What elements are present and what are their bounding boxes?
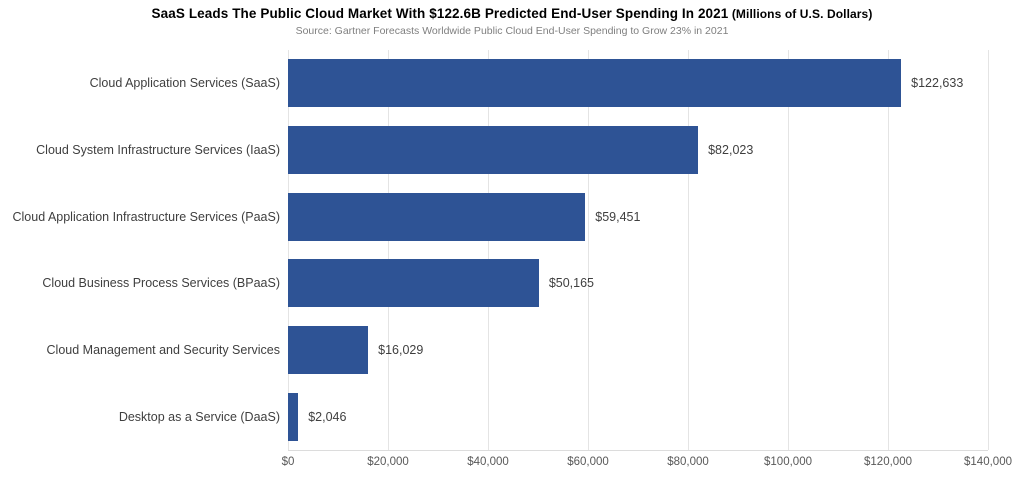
x-tick-label: $20,000	[367, 456, 409, 468]
category-label: Cloud Business Process Services (BPaaS)	[42, 276, 280, 291]
bar-row: Cloud Application Infrastructure Service…	[0, 183, 1024, 250]
category-label: Cloud Management and Security Services	[46, 343, 280, 358]
bar-track: $122,633	[288, 59, 988, 108]
bar	[288, 59, 902, 108]
value-label: $122,633	[911, 76, 964, 91]
category-label: Desktop as a Service (DaaS)	[118, 409, 280, 424]
x-axis: $0 $20,000 $40,000 $60,000 $80,000 $100,000 $1…	[282, 456, 1012, 474]
category-label: Cloud Application Infrastructure Service…	[12, 209, 281, 224]
bar-row: Cloud Application Services (SaaS) $122,63…	[0, 50, 1024, 117]
gridline	[688, 50, 689, 450]
gridline	[988, 50, 989, 450]
bar-rows: Cloud Application Services (SaaS) $122,63…	[0, 50, 1024, 450]
value-label: $59,451	[595, 209, 641, 224]
bar-track: $59,451	[288, 192, 988, 241]
bar	[288, 192, 586, 241]
bar-track: $16,029	[288, 326, 988, 375]
value-label: $16,029	[378, 343, 424, 358]
bar-row: Cloud Management and Security Services $1…	[0, 317, 1024, 384]
gridline	[288, 50, 289, 450]
x-tick-label: $120,000	[864, 456, 912, 468]
x-tick-label: $80,000	[667, 456, 709, 468]
chart-subtitle: Source: Gartner Forecasts Worldwide Publ…	[295, 25, 729, 37]
x-tick-label: $40,000	[467, 456, 509, 468]
category-label: Cloud Application Services (SaaS)	[89, 76, 280, 91]
chart-title-units: (Millions of U.S. Dollars)	[728, 7, 873, 21]
x-tick-label: $60,000	[567, 456, 609, 468]
gridline	[888, 50, 889, 450]
gridline	[788, 50, 789, 450]
bar-row: Desktop as a Service (DaaS) $2,046	[0, 383, 1024, 450]
bar	[288, 326, 369, 375]
bar-track: $2,046	[288, 392, 988, 441]
chart-header: SaaS Leads The Public Cloud Market With …	[0, 6, 1024, 37]
x-tick-label: $100,000	[764, 456, 812, 468]
gridline	[488, 50, 489, 450]
gridline	[388, 50, 389, 450]
value-label: $2,046	[308, 409, 347, 424]
chart-title-main: SaaS Leads The Public Cloud Market With …	[151, 6, 729, 21]
value-label: $50,165	[548, 276, 594, 291]
bar-row: Cloud Business Process Services (BPaaS) $…	[0, 250, 1024, 317]
bar	[288, 126, 699, 174]
x-tick-label: $140,000	[964, 456, 1012, 468]
bar-track: $82,023	[288, 126, 988, 174]
gridline	[588, 50, 589, 450]
bar-row: Cloud System Infrastructure Services (Ia…	[0, 117, 1024, 184]
value-label: $82,023	[708, 143, 754, 157]
x-tick-label: $0	[281, 456, 295, 468]
bar	[288, 259, 539, 308]
plot-gridlines	[288, 50, 989, 451]
bar	[288, 392, 299, 441]
chart-title: SaaS Leads The Public Cloud Market With …	[0, 6, 1024, 21]
bar-track: $50,165	[288, 259, 988, 308]
category-label: Cloud System Infrastructure Services (Ia…	[36, 143, 280, 157]
